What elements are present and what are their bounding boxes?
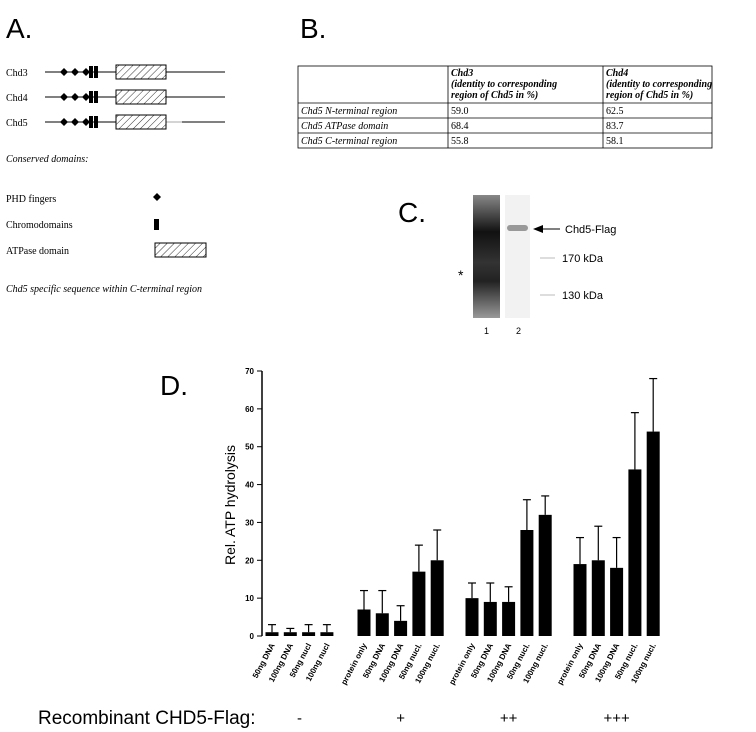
panel-label: C. (398, 197, 426, 228)
table-grid (297, 65, 713, 149)
bar (520, 530, 534, 636)
bar (394, 620, 408, 636)
bar (465, 598, 479, 636)
y-tick-label: 60 (245, 405, 254, 414)
table-cell: 83.7 (606, 121, 624, 132)
atpase-domain (115, 89, 167, 105)
y-tick-label: 0 (250, 632, 255, 641)
header-cell: (identity to corresponding (451, 79, 557, 90)
group-label: ++ (500, 710, 518, 727)
bar (357, 609, 371, 636)
phd-finger (60, 118, 68, 126)
bar (610, 567, 624, 636)
table-cell: 59.0 (451, 106, 469, 117)
table-cell: Chd5 C-terminal region (301, 136, 397, 147)
phd-finger (60, 93, 68, 101)
table-cell: 58.1 (606, 136, 624, 147)
table-cell: 68.4 (451, 121, 469, 132)
domain-diagram: Chd3 Chd4 Chd5 (6, 64, 225, 130)
marker-label: 130 kDa (562, 290, 604, 302)
chromodomain (94, 116, 98, 128)
bar (483, 601, 497, 636)
chromodomain (94, 91, 98, 103)
phd-icon (153, 193, 161, 201)
blot-lane (473, 195, 500, 318)
header-cell: region of Chd5 in %) (451, 90, 538, 101)
y-tick-label: 10 (245, 594, 254, 603)
header-cell: (identity to corresponding (606, 79, 712, 90)
row-label: Chd4 (6, 93, 28, 104)
panel-label: D. (160, 370, 188, 401)
bar (302, 632, 316, 636)
x-tick-label: protein only (555, 641, 585, 686)
y-tick-label: 40 (245, 481, 254, 490)
legend-label: PHD fingers (6, 194, 56, 205)
group-label: + (396, 710, 405, 727)
chromo-icon (154, 219, 159, 230)
bar (375, 613, 389, 636)
y-tick-label: 50 (245, 443, 254, 452)
blot-band (507, 225, 528, 231)
atpase-domain (115, 64, 167, 80)
marker-label: 170 kDa (562, 253, 604, 265)
phd-finger (82, 118, 90, 126)
asterisk: * (458, 267, 464, 283)
x-tick-label: protein only (447, 641, 477, 686)
bar (646, 431, 660, 636)
legend-title: Conserved domains: (6, 154, 89, 165)
bar (628, 469, 642, 636)
group-title: Recombinant CHD5-Flag: (38, 708, 256, 729)
chromodomain (89, 116, 93, 128)
bar (573, 564, 587, 636)
bar (320, 632, 334, 636)
phd-finger (71, 93, 79, 101)
chromodomain (89, 66, 93, 78)
table-cell: Chd5 N-terminal region (301, 106, 397, 117)
chromodomain (89, 91, 93, 103)
row-label: Chd5 (6, 118, 28, 129)
band-label: Chd5-Flag (565, 224, 616, 236)
bar (430, 560, 444, 636)
y-tick-label: 70 (245, 367, 254, 376)
note: Chd5 specific sequence within C-terminal… (6, 284, 202, 295)
panel-label: B. (300, 13, 326, 44)
phd-finger (71, 118, 79, 126)
panel-label: A. (6, 13, 32, 44)
phd-finger (60, 68, 68, 76)
legend-label: Chromodomains (6, 220, 73, 231)
header-cell: Chd3 (451, 68, 473, 79)
bar (502, 601, 516, 636)
blot-lane (505, 195, 530, 318)
y-tick-label: 30 (245, 518, 254, 527)
table-cell: 55.8 (451, 136, 469, 147)
atpase-icon (154, 242, 207, 258)
atpase-domain (115, 114, 167, 130)
y-tick-label: 20 (245, 556, 254, 565)
chromodomain (94, 66, 98, 78)
bar (265, 632, 279, 636)
phd-finger (71, 68, 79, 76)
table-cell: 62.5 (606, 106, 624, 117)
lane-label: 2 (516, 326, 521, 336)
bar (591, 560, 605, 636)
header-cell: Chd4 (606, 68, 628, 79)
lane-label: 1 (484, 326, 489, 336)
phd-finger (82, 93, 90, 101)
bar (412, 571, 426, 636)
header-cell: region of Chd5 in %) (606, 90, 693, 101)
group-label: +++ (603, 710, 630, 727)
bar (283, 632, 297, 636)
arrow-head (533, 225, 543, 233)
bar (538, 514, 552, 636)
row-label: Chd3 (6, 68, 28, 79)
phd-finger (82, 68, 90, 76)
y-axis-label: Rel. ATP hydrolysis (222, 445, 238, 565)
x-tick-label: protein only (339, 641, 369, 686)
legend-label: ATPase domain (6, 246, 69, 257)
group-label: - (297, 710, 302, 727)
table-cell: Chd5 ATPase domain (301, 121, 388, 132)
